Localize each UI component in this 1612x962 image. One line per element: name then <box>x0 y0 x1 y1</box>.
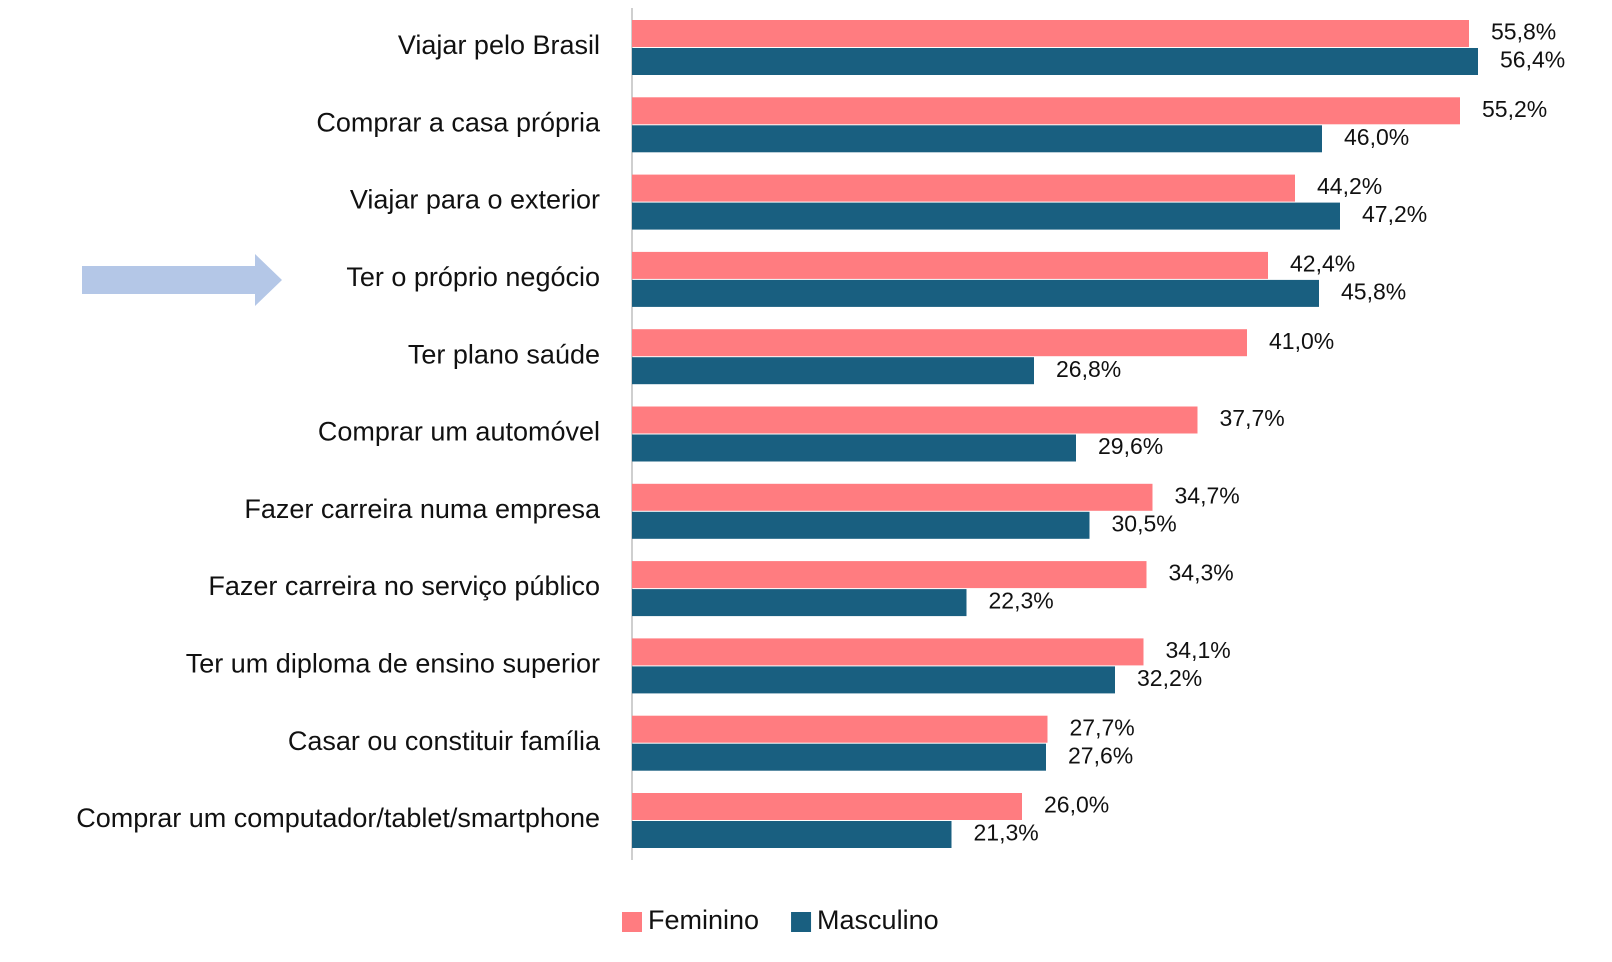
value-label: 21,3% <box>974 820 1039 846</box>
bar <box>632 174 1295 202</box>
bar <box>632 483 1153 511</box>
bar <box>632 279 1319 307</box>
value-label: 26,8% <box>1056 356 1121 382</box>
value-label: 26,0% <box>1044 792 1109 818</box>
bar <box>632 561 1147 589</box>
value-label: 55,2% <box>1482 96 1547 122</box>
value-label: 29,6% <box>1098 433 1163 459</box>
bar <box>632 511 1090 539</box>
value-label: 56,4% <box>1500 47 1565 73</box>
bar <box>632 715 1048 743</box>
category-label: Ter um diploma de ensino superior <box>186 649 600 679</box>
bar <box>632 638 1144 666</box>
legend-swatch <box>791 912 812 932</box>
value-label: 32,2% <box>1137 665 1202 691</box>
legend-label: Feminino <box>648 905 759 935</box>
value-label: 45,8% <box>1341 278 1406 304</box>
value-label: 42,4% <box>1290 250 1355 276</box>
bar <box>632 202 1340 230</box>
value-label: 37,7% <box>1220 405 1285 431</box>
value-label: 34,3% <box>1169 560 1234 586</box>
category-label: Comprar um computador/tablet/smartphone <box>76 803 600 833</box>
bar <box>632 821 952 848</box>
value-label: 46,0% <box>1344 124 1409 150</box>
category-label: Comprar um automóvel <box>318 417 600 447</box>
category-label: Fazer carreira numa empresa <box>244 494 601 524</box>
value-label: 27,6% <box>1068 742 1133 768</box>
value-label: 41,0% <box>1269 328 1334 354</box>
value-label: 55,8% <box>1491 19 1556 45</box>
category-label: Ter plano saúde <box>408 339 600 369</box>
bar <box>632 589 967 617</box>
category-label: Viajar pelo Brasil <box>398 30 600 60</box>
bar <box>632 357 1034 385</box>
highlight-arrow <box>82 254 282 306</box>
bar <box>632 251 1268 279</box>
category-label: Viajar para o exterior <box>350 185 600 215</box>
value-label: 34,7% <box>1175 482 1240 508</box>
bar <box>632 406 1198 434</box>
category-label: Fazer carreira no serviço público <box>208 571 600 601</box>
legend-swatch <box>622 912 642 932</box>
category-label: Casar ou constituir família <box>288 726 601 756</box>
bar <box>632 329 1247 357</box>
value-label: 47,2% <box>1362 201 1427 227</box>
value-label: 22,3% <box>989 588 1054 614</box>
value-label: 34,1% <box>1166 637 1231 663</box>
bar <box>632 666 1115 694</box>
bar <box>632 125 1322 153</box>
bar <box>632 20 1469 47</box>
bar <box>632 793 1022 820</box>
legend-label: Masculino <box>817 905 939 935</box>
bar <box>632 48 1478 75</box>
bar <box>632 743 1046 771</box>
value-label: 27,7% <box>1070 714 1135 740</box>
value-label: 30,5% <box>1112 510 1177 536</box>
category-label: Comprar a casa própria <box>316 107 601 137</box>
category-label: Ter o próprio negócio <box>346 262 600 292</box>
bar <box>632 434 1076 462</box>
bar <box>632 97 1460 125</box>
value-label: 44,2% <box>1317 173 1382 199</box>
